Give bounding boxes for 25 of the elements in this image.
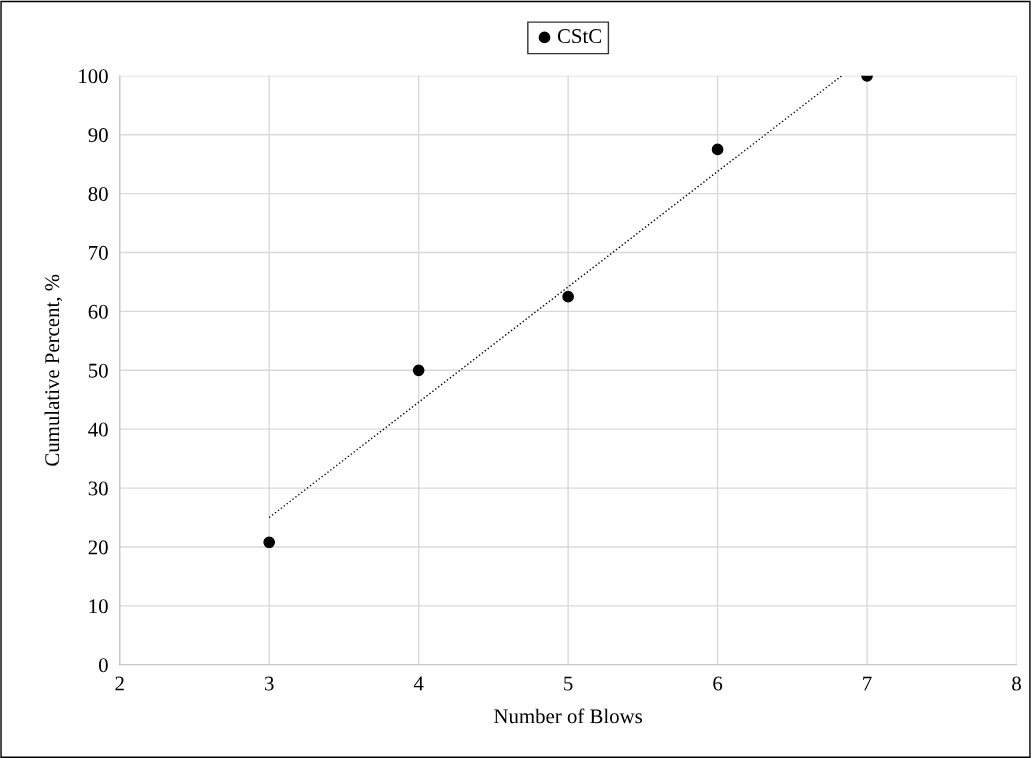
y-tick-label: 20 [88,540,108,555]
y-tick-label: 60 [88,304,108,319]
y-tick-label: 90 [88,128,108,143]
x-axis-title: Number of Blows [494,708,643,724]
point [711,143,724,156]
x-tick-label: 8 [1012,676,1021,691]
y-axis-title: Cumulative Percent, % [44,274,63,466]
legend-label: CStC [557,29,602,44]
x-tick-label: 7 [863,676,872,691]
x-tick-label: 6 [713,676,723,691]
y-tick-label: 80 [88,186,108,202]
y-tick-label: 40 [88,422,108,437]
y-tick-label: 50 [88,363,108,378]
x-tick-label: 5 [564,676,573,691]
point [263,536,276,549]
x-tick-label: 4 [413,676,424,691]
point [562,290,574,303]
point [412,364,425,377]
y-tick-label: 30 [88,481,108,496]
x-tick-label: 3 [264,676,274,691]
y-tick-label: 10 [89,599,108,614]
x-tick-label: 2 [115,676,124,691]
y-tick-label: 70 [89,245,108,260]
y-tick-label: 0 [98,658,108,673]
y-tick-label: 100 [79,69,108,84]
